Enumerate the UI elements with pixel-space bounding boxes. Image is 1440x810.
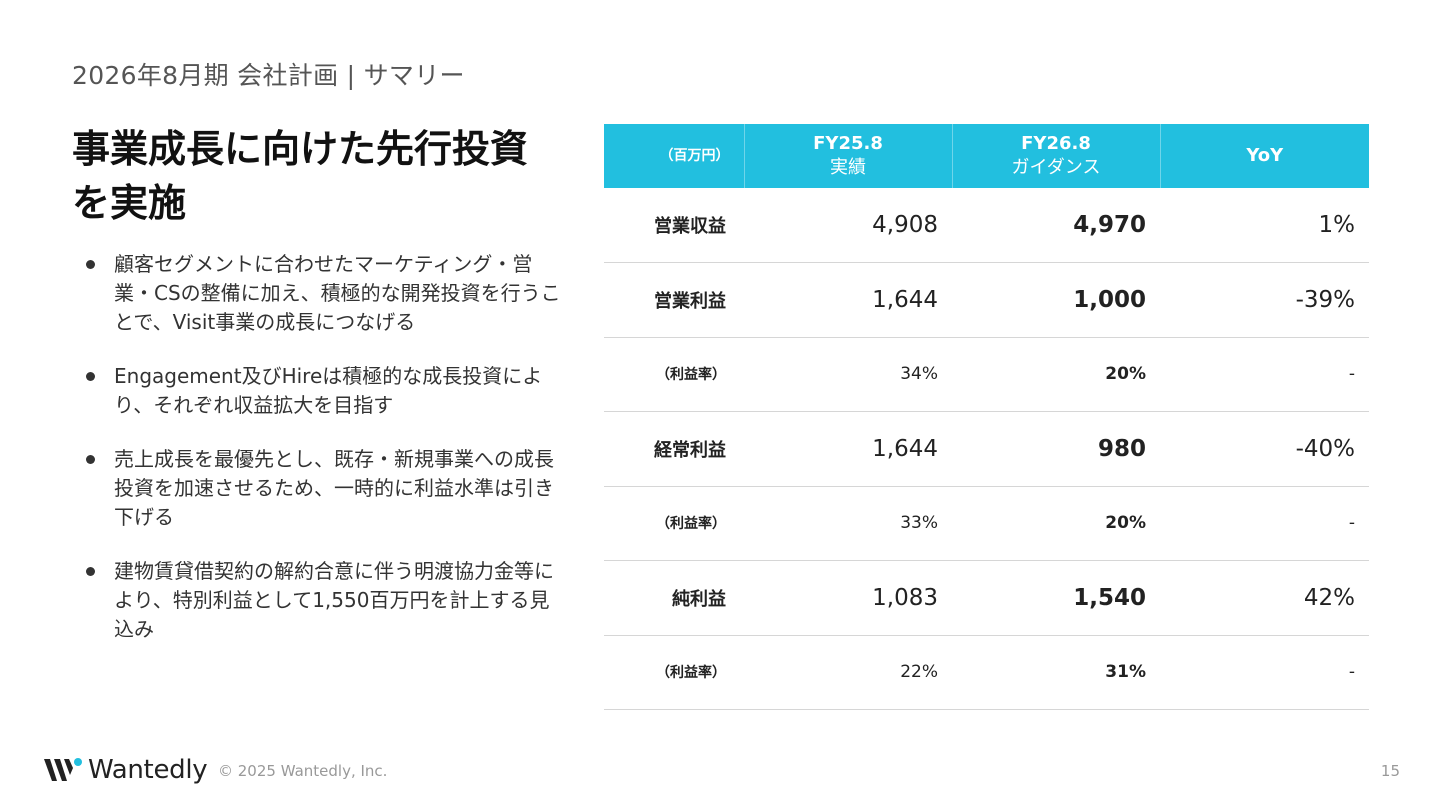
unit-header: （百万円） <box>604 124 745 188</box>
fy26-value: 980 <box>952 411 1160 487</box>
fy26-header-period: FY26.8 <box>1021 133 1091 154</box>
row-label: 経常利益 <box>604 411 744 487</box>
yoy-value: -40% <box>1160 411 1369 487</box>
fy26-value: 1,540 <box>952 560 1160 636</box>
table-row: 経常利益 1,644 980 -40% <box>604 411 1369 487</box>
logo-text: Wantedly <box>88 755 208 785</box>
bullet-dot-icon <box>86 455 95 464</box>
fy26-value: 4,970 <box>952 188 1160 263</box>
table-row: 営業収益 4,908 4,970 1% <box>604 188 1369 263</box>
bullet-item: 顧客セグメントに合わせたマーケティング・営業・CSの整備に加え、積極的な開発投資… <box>86 250 566 337</box>
financial-summary-table: （百万円） FY25.8 実績 FY26.8 ガイダンス YoY 営業収益 4,… <box>604 124 1369 710</box>
row-label: （利益率） <box>604 486 744 561</box>
row-label: 営業収益 <box>604 188 744 263</box>
bullet-item: 建物賃貸借契約の解約合意に伴う明渡協力金等により、特別利益として1,550百万円… <box>86 557 566 644</box>
fy25-value: 34% <box>744 337 952 412</box>
fy25-value: 1,083 <box>744 560 952 636</box>
table-row: 純利益 1,083 1,540 42% <box>604 560 1369 636</box>
fy25-value: 1,644 <box>744 411 952 487</box>
fy26-value: 20% <box>952 486 1160 561</box>
row-label: 純利益 <box>604 560 744 636</box>
row-label: （利益率） <box>604 337 744 412</box>
table-row: （利益率） 22% 31% - <box>604 635 1369 710</box>
fy25-value: 4,908 <box>744 188 952 263</box>
yoy-value: 42% <box>1160 560 1369 636</box>
copyright: © 2025 Wantedly, Inc. <box>218 762 388 780</box>
yoy-header: YoY <box>1160 124 1369 188</box>
row-label: （利益率） <box>604 635 744 710</box>
fy26-value: 31% <box>952 635 1160 710</box>
fy25-header-type: 実績 <box>830 157 866 178</box>
fy26-value: 1,000 <box>952 262 1160 338</box>
page-number: 15 <box>1380 762 1400 780</box>
table-row: （利益率） 33% 20% - <box>604 486 1369 561</box>
table-row: （利益率） 34% 20% - <box>604 337 1369 412</box>
bullet-dot-icon <box>86 372 95 381</box>
bullet-dot-icon <box>86 567 95 576</box>
row-label: 営業利益 <box>604 262 744 338</box>
yoy-value: - <box>1160 337 1369 412</box>
yoy-value: -39% <box>1160 262 1369 338</box>
fy26-header-type: ガイダンス <box>1011 157 1101 178</box>
bullet-text: 建物賃貸借契約の解約合意に伴う明渡協力金等により、特別利益として1,550百万円… <box>114 559 554 641</box>
table-header-row: （百万円） FY25.8 実績 FY26.8 ガイダンス YoY <box>604 124 1369 188</box>
fy26-header: FY26.8 ガイダンス <box>952 124 1161 188</box>
bullet-text: 顧客セグメントに合わせたマーケティング・営業・CSの整備に加え、積極的な開発投資… <box>114 252 561 334</box>
table-row: 営業利益 1,644 1,000 -39% <box>604 262 1369 338</box>
fy25-header-period: FY25.8 <box>813 133 883 154</box>
footer-logo: Wantedly <box>42 755 208 785</box>
yoy-value: - <box>1160 635 1369 710</box>
bullet-dot-icon <box>86 260 95 269</box>
bullet-text: Engagement及びHireは積極的な成長投資により、それぞれ収益拡大を目指… <box>114 364 543 417</box>
yoy-value: - <box>1160 486 1369 561</box>
wantedly-logo-icon <box>44 758 82 781</box>
bullet-text: 売上成長を最優先とし、既存・新規事業への成長投資を加速させるため、一時的に利益水… <box>114 447 554 529</box>
bullet-list: 顧客セグメントに合わせたマーケティング・営業・CSの整備に加え、積極的な開発投資… <box>86 250 566 669</box>
section-title: 2026年8月期 会社計画 | サマリー <box>72 61 465 90</box>
bullet-item: Engagement及びHireは積極的な成長投資により、それぞれ収益拡大を目指… <box>86 362 566 420</box>
bullet-item: 売上成長を最優先とし、既存・新規事業への成長投資を加速させるため、一時的に利益水… <box>86 445 566 532</box>
fy26-value: 20% <box>952 337 1160 412</box>
fy25-value: 1,644 <box>744 262 952 338</box>
fy25-value: 33% <box>744 486 952 561</box>
fy25-value: 22% <box>744 635 952 710</box>
yoy-value: 1% <box>1160 188 1369 263</box>
fy25-header: FY25.8 実績 <box>744 124 953 188</box>
headline: 事業成長に向けた先行投資を実施 <box>72 127 529 225</box>
